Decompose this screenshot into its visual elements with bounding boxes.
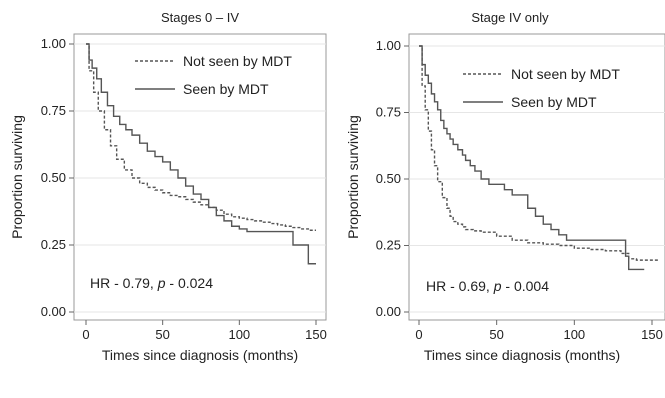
series-line-seen-by-mdt: [86, 43, 316, 265]
legend-label: Seen by MDT: [183, 81, 269, 97]
series-line-seen-by-mdt: [419, 45, 645, 271]
x-tick-label: 150: [305, 327, 327, 342]
legend-label: Seen by MDT: [511, 94, 597, 110]
y-tick-label: 0.50: [41, 170, 66, 185]
plot-border: [73, 33, 327, 321]
x-tick-label: 100: [563, 327, 585, 342]
y-tick-label: 0.75: [376, 105, 401, 120]
y-tick-label: 0.00: [376, 304, 401, 319]
hr-annotation-suffix: - 0.004: [502, 278, 550, 294]
x-tick-label: 0: [415, 327, 422, 342]
hr-annotation: HR - 0.79, p - 0.024: [90, 275, 213, 291]
hr-annotation: HR - 0.69, p - 0.004: [426, 278, 549, 294]
x-axis-label: Times since diagnosis (months): [424, 347, 620, 363]
y-tick-label: 0.00: [41, 304, 66, 319]
y-tick-label: 0.25: [376, 238, 401, 253]
legend-label: Not seen by MDT: [183, 53, 292, 69]
y-axis-label: Proportion surviving: [9, 115, 25, 239]
chart-title: Stage IV only: [471, 10, 549, 25]
y-tick-label: 0.25: [41, 237, 66, 252]
y-axis-label: Proportion surviving: [345, 115, 361, 239]
x-tick-label: 150: [641, 327, 663, 342]
chart-panel-1: 0.00 0.25 0.50 0.75 1.00 0 50 100 150 Stages 0 – …: [9, 10, 327, 363]
hr-annotation-prefix: HR - 0.79,: [90, 275, 158, 291]
hr-annotation-p: p: [493, 278, 502, 294]
series-line-not-seen-by-mdt: [86, 43, 316, 231]
y-tick-label: 0.50: [376, 171, 401, 186]
chart-panel-2: 0.00 0.25 0.50 0.75 1.00 0 50 100 150 Stage IV on…: [345, 10, 665, 363]
x-tick-label: 100: [228, 327, 250, 342]
x-axis-label: Times since diagnosis (months): [102, 347, 298, 363]
series-line-not-seen-by-mdt: [419, 45, 660, 261]
plot-border: [408, 33, 665, 321]
y-tick-label: 1.00: [376, 38, 401, 53]
hr-annotation-suffix: - 0.024: [166, 275, 214, 291]
hr-annotation-p: p: [157, 275, 166, 291]
x-tick-label: 0: [82, 327, 89, 342]
x-tick-label: 50: [155, 327, 169, 342]
x-tick-label: 50: [489, 327, 503, 342]
legend-label: Not seen by MDT: [511, 66, 620, 82]
hr-annotation-prefix: HR - 0.69,: [426, 278, 494, 294]
chart-title: Stages 0 – IV: [161, 10, 239, 25]
y-tick-label: 0.75: [41, 103, 66, 118]
y-tick-label: 1.00: [41, 36, 66, 51]
